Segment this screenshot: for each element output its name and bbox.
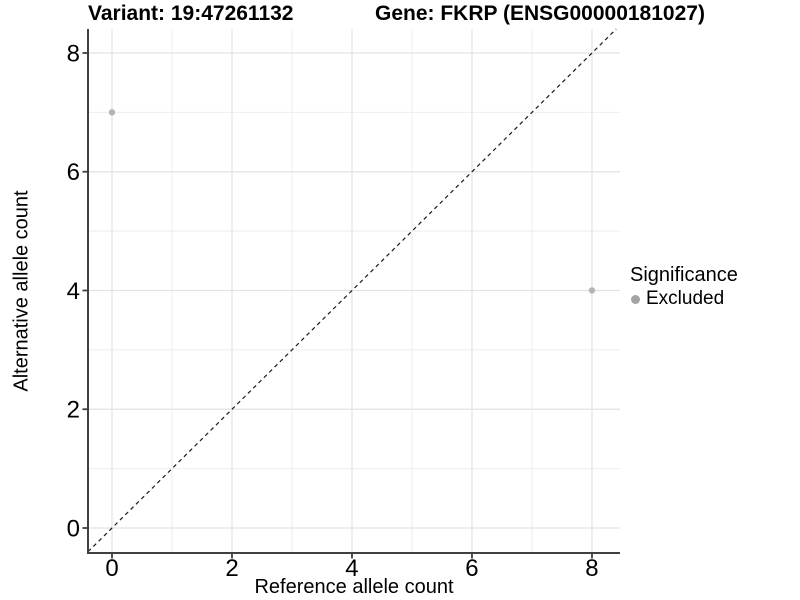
svg-text:6: 6 [67, 159, 80, 186]
svg-text:2: 2 [67, 397, 80, 424]
x-axis-label: Reference allele count [254, 576, 454, 598]
legend-point-icon [631, 294, 640, 304]
plot-title-variant: Variant: 19:47261132 [88, 2, 294, 25]
svg-text:0: 0 [105, 555, 118, 582]
svg-text:8: 8 [67, 40, 80, 67]
svg-text:4: 4 [345, 555, 358, 582]
svg-text:0: 0 [67, 516, 80, 543]
svg-text:6: 6 [465, 555, 478, 582]
svg-text:8: 8 [585, 555, 598, 582]
svg-text:4: 4 [67, 278, 80, 305]
legend-item-label: Excluded [646, 288, 725, 309]
legend: Significance Excluded [630, 263, 738, 310]
svg-text:2: 2 [225, 555, 238, 582]
legend-item-excluded: Excluded [630, 288, 738, 310]
plot-title-gene: Gene: FKRP (ENSG00000181027) [375, 2, 705, 25]
y-axis-label: Alternative allele count [10, 190, 33, 392]
legend-title: Significance [630, 264, 738, 286]
